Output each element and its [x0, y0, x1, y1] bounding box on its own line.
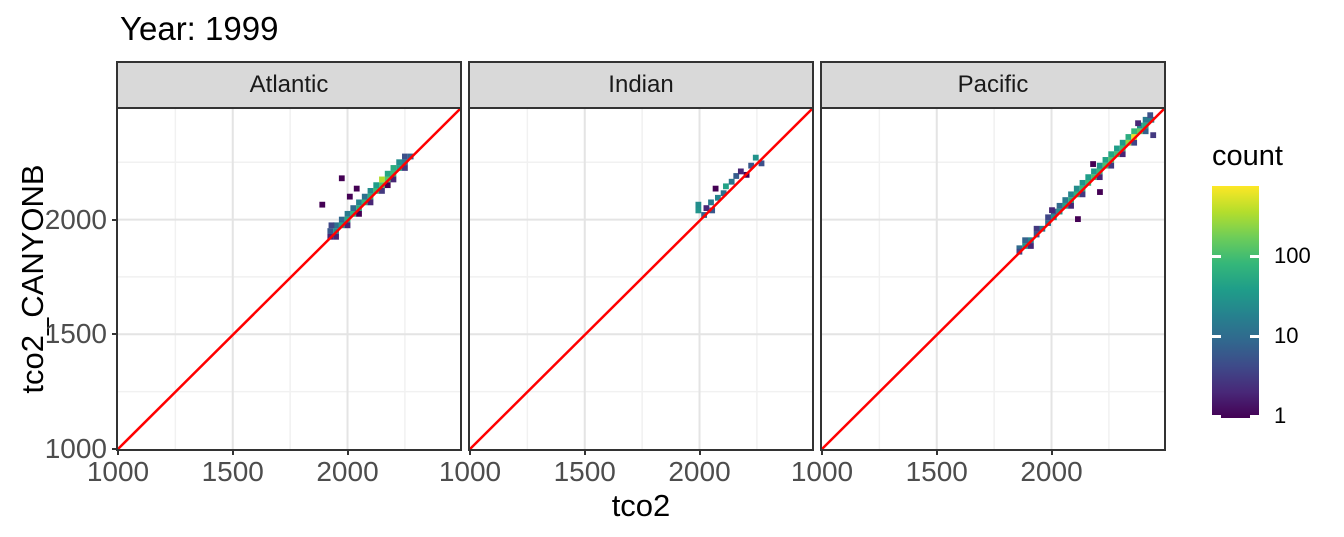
legend-title: count	[1212, 140, 1283, 172]
panel-plot-area	[118, 109, 460, 449]
facet-strip-label: Atlantic	[249, 71, 329, 98]
y-tick-mark	[112, 333, 118, 336]
x-tick-label: 2000	[316, 456, 379, 487]
legend-tick-mark	[1212, 334, 1221, 338]
plot-title: Year: 1999	[120, 10, 279, 47]
x-tick-mark	[231, 449, 234, 455]
legend-tick-mark	[1250, 414, 1259, 418]
x-tick-mark	[583, 449, 586, 455]
facet-strip-indian: Indian	[468, 61, 814, 109]
x-tick-mark	[117, 449, 119, 455]
y-tick-label: 1000	[44, 433, 107, 464]
facet-strip-pacific: Pacific	[820, 61, 1166, 109]
x-axis-title: tco2	[611, 488, 671, 523]
x-tick-mark	[346, 449, 349, 455]
x-tick-label: 1000	[86, 456, 150, 487]
x-tick-mark	[935, 449, 938, 455]
x-tick-label: 1000	[790, 456, 854, 487]
y-axis-title: tco2_CANYONB	[15, 164, 50, 394]
x-tick-mark	[1050, 449, 1053, 455]
legend-colorbar	[1212, 186, 1259, 418]
x-tick-mark	[821, 449, 823, 455]
x-tick-label: 1500	[201, 456, 264, 487]
panel-plot-area	[822, 109, 1164, 449]
facet-strip-label: Pacific	[957, 71, 1029, 98]
facet-strip-atlantic: Atlantic	[116, 61, 462, 109]
panel-plot-area	[470, 109, 812, 449]
y-tick-mark	[112, 218, 118, 221]
facet-panel-atlantic	[116, 107, 462, 451]
x-tick-label: 1500	[553, 456, 616, 487]
x-tick-label: 1000	[438, 456, 502, 487]
x-tick-label: 1500	[905, 456, 968, 487]
legend-tick-label: 10	[1274, 323, 1299, 348]
y-tick-mark	[112, 448, 118, 450]
facet-panel-pacific	[820, 107, 1166, 451]
legend-tick-mark	[1250, 334, 1259, 338]
x-tick-label: 2000	[668, 456, 731, 487]
legend-tick-mark	[1212, 254, 1221, 258]
legend-tick-label: 1	[1274, 403, 1287, 428]
legend-tick-mark	[1250, 254, 1259, 258]
facet-panel-indian	[468, 107, 814, 451]
y-tick-label: 2000	[44, 203, 107, 235]
facet-strip-label: Indian	[608, 71, 674, 98]
legend-tick-mark	[1212, 414, 1221, 418]
legend-tick-label: 100	[1274, 243, 1311, 268]
x-tick-label: 2000	[1020, 456, 1083, 487]
y-tick-label: 1500	[44, 318, 107, 350]
x-tick-mark	[469, 449, 471, 455]
legend-colorbar-count: count 100 10 1	[1212, 140, 1344, 440]
x-tick-mark	[698, 449, 701, 455]
